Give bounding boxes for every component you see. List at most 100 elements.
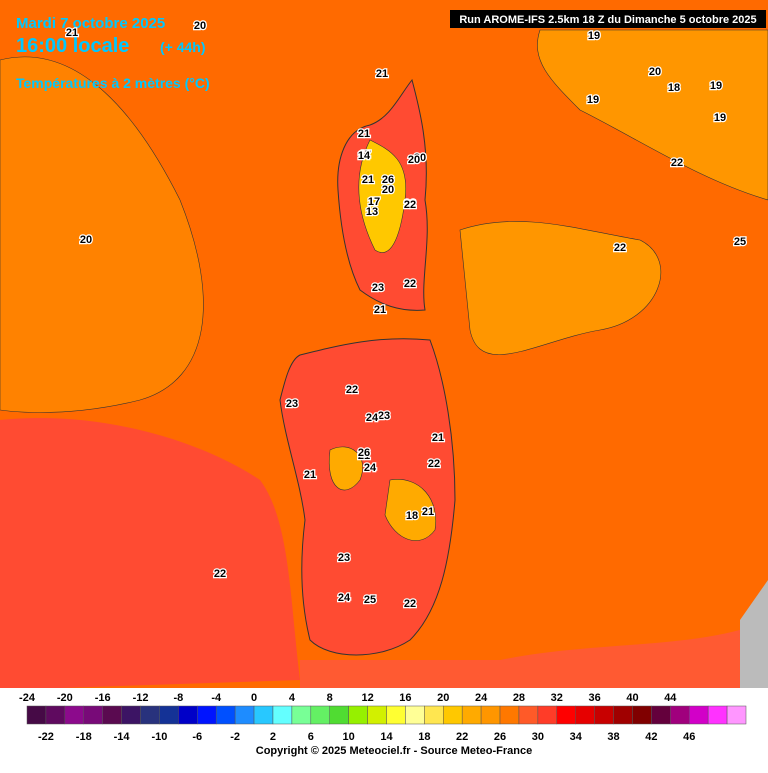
legend-label: 10	[343, 731, 355, 743]
legend-label: -24	[19, 692, 36, 704]
legend-swatch	[159, 705, 179, 725]
legend-label: 40	[626, 692, 638, 704]
warm-zone	[300, 620, 768, 690]
legend-swatch	[594, 705, 614, 725]
legend-label: 28	[513, 692, 525, 704]
legend-swatch	[461, 705, 482, 725]
legend-label: 36	[589, 692, 601, 704]
temperature-label: 20	[80, 234, 92, 246]
legend: -24 -20 -16 -12 -8 -4 0 4 8 12 16 20 24 28 32 36 40 44-22…	[19, 692, 747, 743]
temperature-label: 22	[404, 199, 416, 211]
legend-label: 6	[308, 731, 314, 743]
legend-label: -6	[192, 731, 202, 743]
legend-label: 2	[270, 731, 276, 743]
temperature-label: 22	[614, 242, 626, 254]
legend-swatch	[707, 705, 728, 725]
temperature-label: 20	[649, 66, 661, 78]
legend-label: -22	[38, 731, 54, 743]
temperature-label: 25	[734, 236, 746, 248]
temperature-label: 20	[194, 20, 206, 32]
legend-label: 18	[418, 731, 430, 743]
time: 16:00 locale	[16, 35, 129, 57]
legend-swatch	[424, 705, 444, 725]
legend-swatch	[26, 705, 47, 725]
legend-swatch	[556, 705, 576, 725]
legend-label: -10	[151, 731, 167, 743]
legend-swatch	[121, 705, 141, 725]
legend-swatch	[140, 705, 160, 725]
legend-label: 26	[494, 731, 506, 743]
warm-zone	[0, 418, 300, 690]
land-coast	[537, 29, 768, 201]
legend-label: 14	[380, 731, 393, 743]
legend-swatch	[348, 705, 368, 725]
temperature-label: 22	[428, 458, 440, 470]
temperature-label: 17	[368, 196, 380, 208]
temperature-label: 21	[358, 128, 370, 140]
copyright: Copyright © 2025 Meteociel.fr - Source M…	[256, 745, 532, 757]
temperature-label: 21	[304, 469, 316, 481]
legend-label: 46	[683, 731, 695, 743]
temperature-label: 26	[382, 174, 394, 186]
legend-swatch	[197, 705, 217, 725]
legend-swatch	[632, 705, 652, 725]
temperature-label: 22	[404, 278, 416, 290]
mountain-zone	[358, 139, 407, 253]
legend-label: 8	[327, 692, 333, 704]
temperature-label: 23	[338, 552, 350, 564]
temperature-label: 19	[710, 80, 722, 92]
parameter: Températures à 2 mètres (°C)	[16, 75, 210, 91]
temperature-label: 21	[66, 27, 78, 39]
temperature-label: 19	[714, 112, 726, 124]
temperature-label: 13	[366, 206, 378, 218]
legend-label: 20	[437, 692, 449, 704]
legend-label: -18	[76, 731, 92, 743]
temperature-label: 21	[362, 174, 374, 186]
legend-label: -12	[133, 692, 149, 704]
legend-swatch	[83, 705, 103, 725]
temperature-label: 21	[432, 432, 444, 444]
temperature-label: 22	[346, 384, 358, 396]
temperature-label: 24	[338, 592, 351, 604]
temperature-label: 18	[406, 510, 418, 522]
legend-label: -20	[57, 692, 73, 704]
mountain-zone	[384, 479, 437, 541]
legend-swatch	[234, 705, 255, 725]
legend-label: -8	[173, 692, 183, 704]
legend-swatch	[726, 705, 747, 725]
legend-label: 0	[251, 692, 257, 704]
legend-swatch	[367, 705, 387, 725]
temperature-label: 21	[376, 68, 388, 80]
legend-swatch	[688, 705, 709, 725]
temperature-label: 20	[382, 184, 394, 196]
legend-swatch	[386, 705, 406, 725]
temperature-label: 18	[668, 82, 680, 94]
temperature-label: 19	[587, 94, 599, 106]
temperature-label: 26	[358, 447, 370, 459]
legend-swatch	[291, 705, 312, 725]
temperature-label: 23	[378, 410, 390, 422]
legend-label: 42	[645, 731, 657, 743]
run-box	[450, 10, 766, 28]
temperature-label: 23	[286, 398, 298, 410]
legend-label: 12	[361, 692, 373, 704]
legend-swatch	[329, 705, 349, 725]
legend-label: -2	[230, 731, 240, 743]
legend-label: 32	[551, 692, 563, 704]
temperature-label: 22	[214, 568, 226, 580]
temperature-label: 22	[671, 157, 683, 169]
legend-swatch	[499, 705, 520, 725]
temperature-label: 25	[364, 594, 376, 606]
temperature-label: 20	[408, 154, 420, 166]
legend-swatch	[613, 705, 633, 725]
legend-label: 24	[475, 692, 488, 704]
legend-label: 16	[399, 692, 411, 704]
temperature-label: 14	[358, 150, 371, 162]
sardinia	[279, 338, 456, 656]
legend-label: 30	[532, 731, 544, 743]
cool-zone	[0, 56, 204, 413]
lead: (+ 44h)	[160, 39, 206, 55]
legend-swatch	[651, 705, 671, 725]
legend-label: 22	[456, 731, 468, 743]
